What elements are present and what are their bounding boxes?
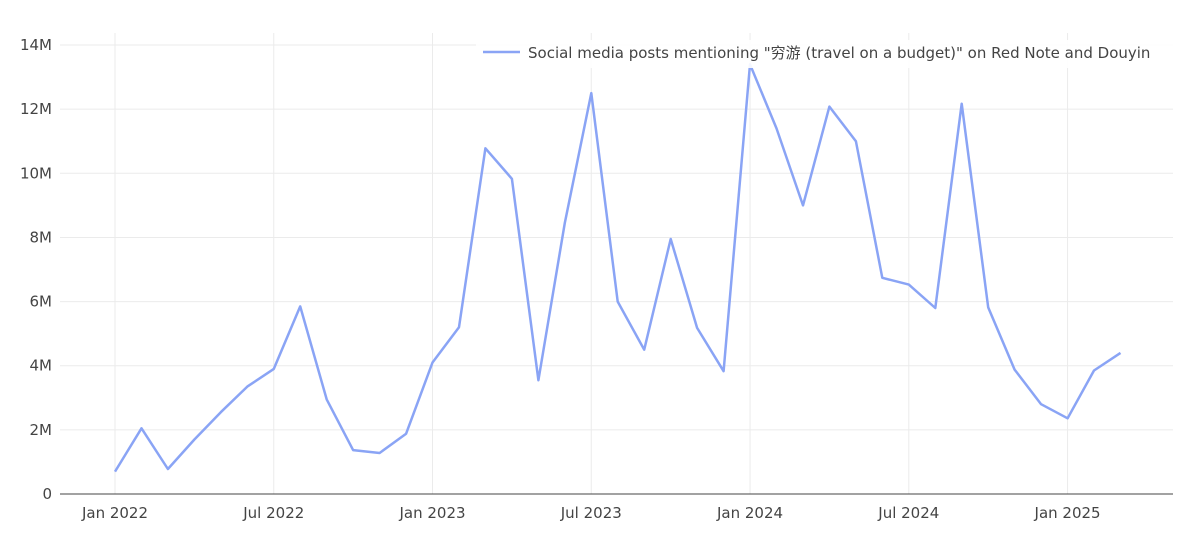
x-tick-label: Jan 2024 xyxy=(716,504,783,522)
data-point[interactable] xyxy=(324,396,330,402)
data-point[interactable] xyxy=(668,236,674,242)
x-tick-label: Jul 2023 xyxy=(560,504,622,522)
data-point[interactable] xyxy=(774,125,780,131)
y-tick-label: 2M xyxy=(30,421,53,439)
data-point[interactable] xyxy=(826,104,832,110)
data-point[interactable] xyxy=(985,304,991,310)
x-tick-label: Jan 2023 xyxy=(398,504,465,522)
data-point[interactable] xyxy=(218,409,224,415)
y-gridlines xyxy=(60,44,1173,431)
data-point[interactable] xyxy=(959,101,965,107)
legend-background xyxy=(476,40,1196,68)
data-point[interactable] xyxy=(350,447,356,453)
x-tick-label: Jan 2025 xyxy=(1034,504,1101,522)
y-tick-label: 12M xyxy=(20,100,52,118)
series-layer xyxy=(112,63,1124,475)
data-point[interactable] xyxy=(853,138,859,144)
data-point[interactable] xyxy=(191,437,197,443)
data-point[interactable] xyxy=(139,425,145,431)
data-point[interactable] xyxy=(588,90,594,96)
data-point[interactable] xyxy=(1118,350,1124,356)
data-point[interactable] xyxy=(562,220,568,226)
x-tick-label: Jul 2022 xyxy=(242,504,304,522)
data-point[interactable] xyxy=(615,299,621,305)
data-point[interactable] xyxy=(1091,368,1097,374)
data-point[interactable] xyxy=(932,305,938,311)
data-point[interactable] xyxy=(430,360,436,366)
x-gridlines xyxy=(114,33,1069,494)
data-point[interactable] xyxy=(297,303,303,309)
data-point[interactable] xyxy=(244,384,250,390)
legend[interactable]: Social media posts mentioning "穷游 (trave… xyxy=(476,40,1196,68)
data-point[interactable] xyxy=(271,366,277,372)
series-line[interactable] xyxy=(113,63,1122,473)
y-tick-label: 10M xyxy=(20,164,52,182)
data-point[interactable] xyxy=(377,450,383,456)
data-point[interactable] xyxy=(165,466,171,472)
data-point[interactable] xyxy=(906,282,912,288)
data-point[interactable] xyxy=(1065,415,1071,421)
x-axis-ticks: Jan 2022 Jul 2022 Jan 2023 Jul 2023 Jan 2024… xyxy=(81,504,1101,522)
data-point[interactable] xyxy=(1012,367,1018,373)
data-point[interactable] xyxy=(535,377,541,383)
y-tick-label: 4M xyxy=(30,357,53,375)
data-point[interactable] xyxy=(456,324,462,330)
data-point[interactable] xyxy=(641,347,647,353)
data-point[interactable] xyxy=(403,431,409,437)
data-point[interactable] xyxy=(1038,401,1044,407)
data-point[interactable] xyxy=(509,176,515,182)
data-point[interactable] xyxy=(800,202,806,208)
data-point[interactable] xyxy=(879,275,885,281)
data-point[interactable] xyxy=(112,469,118,475)
y-tick-label: 8M xyxy=(30,228,53,246)
x-tick-label: Jul 2024 xyxy=(877,504,939,522)
x-tick-label: Jan 2022 xyxy=(81,504,148,522)
legend-label: Social media posts mentioning "穷游 (trave… xyxy=(528,44,1150,62)
data-point[interactable] xyxy=(721,368,727,374)
data-point[interactable] xyxy=(694,325,700,331)
data-point[interactable] xyxy=(482,145,488,151)
y-axis-ticks: 0 2M 4M 6M 8M 10M 12M 14M xyxy=(20,36,52,503)
y-tick-label: 0 xyxy=(42,485,52,503)
y-tick-label: 6M xyxy=(30,293,53,311)
y-tick-label: 14M xyxy=(20,36,52,54)
